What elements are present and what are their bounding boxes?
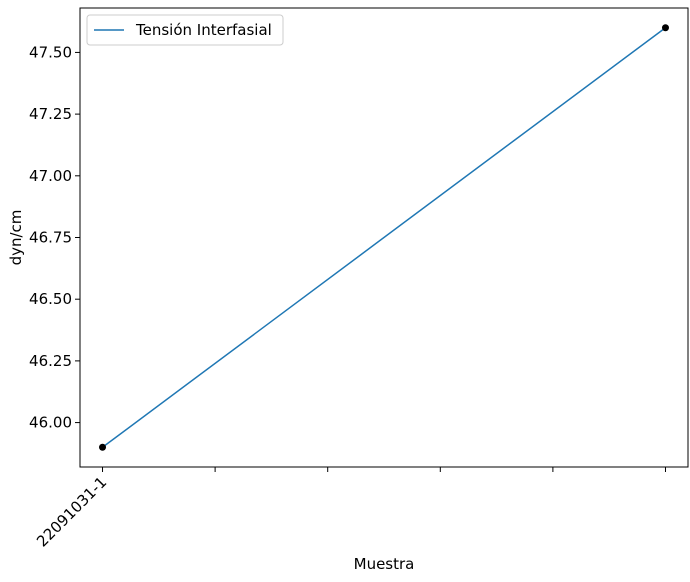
y-tick-label: 46.50 (29, 290, 72, 308)
y-axis-label: dyn/cm (7, 210, 25, 266)
data-point (99, 443, 107, 451)
data-point (661, 24, 669, 32)
x-axis-ticks: 22091031-1 (33, 467, 666, 550)
series-line (102, 27, 666, 448)
y-tick-label: 46.75 (29, 229, 72, 247)
y-tick-label: 47.25 (29, 105, 72, 123)
series-group (99, 24, 669, 451)
x-tick-label: 22091031-1 (33, 473, 110, 550)
legend-box (86, 14, 284, 46)
legend: Tensión Interfasial (86, 14, 284, 46)
legend-label: Tensión Interfasial (135, 21, 272, 39)
y-tick-label: 47.50 (29, 43, 72, 61)
y-tick-label: 46.25 (29, 352, 72, 370)
x-axis-label: Muestra (354, 555, 415, 573)
y-axis-ticks: 46.00 46.25 46.50 46.75 47.00 47.25 47.50 (29, 43, 80, 432)
y-tick-label: 47.00 (29, 167, 72, 185)
y-tick-label: 46.00 (29, 414, 72, 432)
